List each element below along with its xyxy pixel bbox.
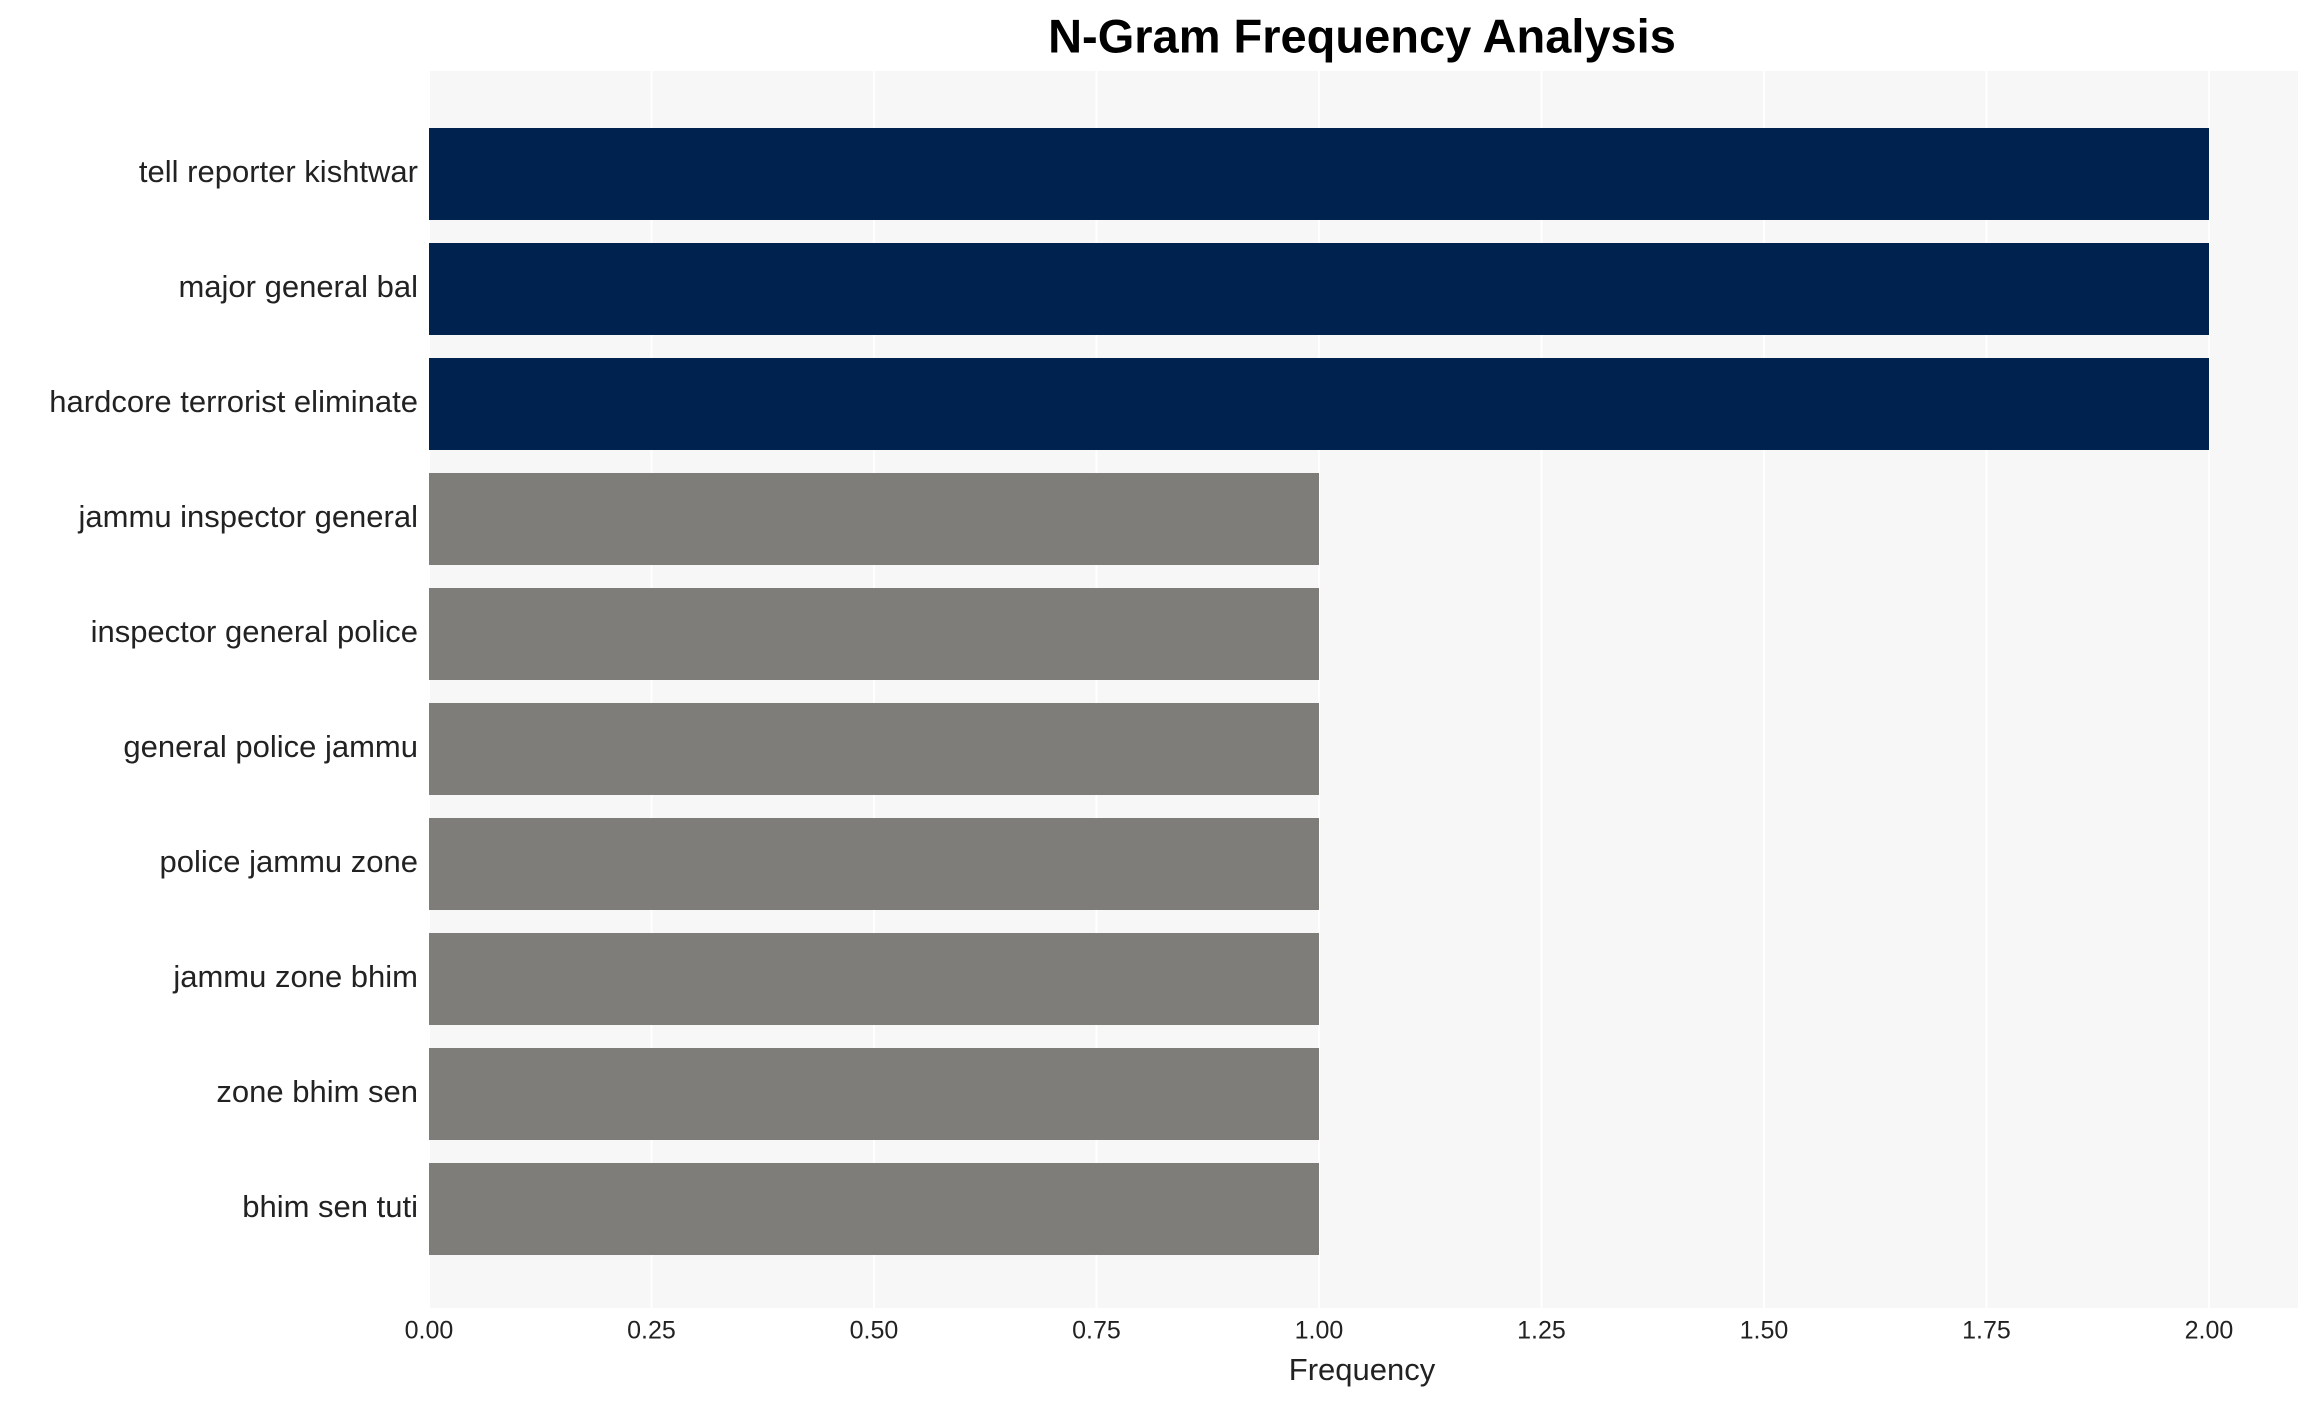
y-tick-label: jammu inspector general	[78, 499, 418, 534]
bar	[429, 933, 1319, 1025]
bar	[429, 1163, 1319, 1255]
bar	[429, 473, 1319, 565]
bar	[429, 358, 2209, 450]
y-tick-label: tell reporter kishtwar	[139, 154, 418, 189]
x-tick-label: 1.75	[1962, 1317, 2011, 1345]
bar	[429, 128, 2209, 220]
y-tick-label: bhim sen tuti	[242, 1189, 418, 1224]
x-tick-label: 2.00	[2185, 1317, 2234, 1345]
y-tick-label: major general bal	[178, 269, 418, 304]
y-tick-label: police jammu zone	[160, 844, 418, 879]
bar	[429, 243, 2209, 335]
x-tick-label: 0.50	[850, 1317, 899, 1345]
y-tick-label: general police jammu	[123, 729, 418, 764]
y-tick-label: zone bhim sen	[216, 1074, 418, 1109]
y-tick-label: inspector general police	[91, 614, 418, 649]
chart-title: N-Gram Frequency Analysis	[1048, 9, 1676, 62]
y-tick-label: hardcore terrorist eliminate	[49, 384, 418, 419]
y-tick-label: jammu zone bhim	[172, 959, 418, 994]
x-tick-label: 1.00	[1295, 1317, 1344, 1345]
x-tick-label: 0.25	[627, 1317, 676, 1345]
bar	[429, 703, 1319, 795]
x-axis-label: Frequency	[1289, 1352, 1436, 1387]
x-tick-label: 1.25	[1517, 1317, 1566, 1345]
x-tick-label: 1.50	[1740, 1317, 1789, 1345]
bar	[429, 818, 1319, 910]
x-tick-label: 0.75	[1072, 1317, 1121, 1345]
x-tick-label: 0.00	[405, 1317, 454, 1345]
bar	[429, 588, 1319, 680]
bar	[429, 1048, 1319, 1140]
